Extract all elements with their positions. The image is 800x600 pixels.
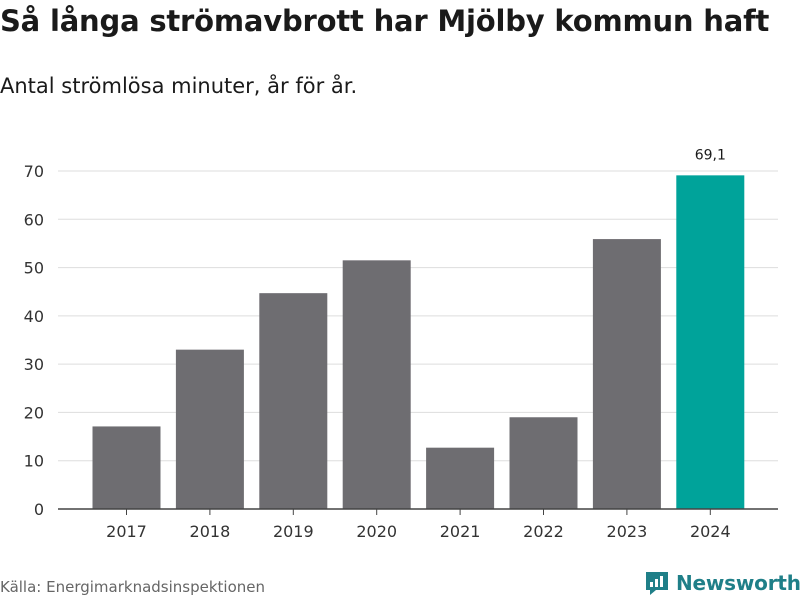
x-axis-ticks: 2017 2018 2019 2020 2021 2022 2023 2024 (106, 509, 731, 541)
bar-2024 (676, 175, 745, 510)
bar-2017 (92, 426, 161, 509)
x-tick-2020: 2020 (356, 522, 397, 541)
x-tick-2022: 2022 (523, 522, 564, 541)
chart-title: Så långa strömavbrott har Mjölby kommun … (0, 4, 770, 38)
brand-name: Newsworthy (676, 571, 800, 595)
gridlines (58, 170, 778, 462)
y-tick-40: 40 (24, 307, 44, 326)
x-tick-2019: 2019 (273, 522, 314, 541)
y-tick-50: 50 (24, 259, 44, 278)
highlight-value-label: 69,1 (695, 147, 726, 163)
brand-logo: Newsworthy (644, 570, 800, 596)
x-tick-2017: 2017 (106, 522, 147, 541)
bar-2023 (592, 239, 661, 509)
x-tick-2023: 2023 (607, 522, 648, 541)
chart-subtitle: Antal strömlösa minuter, år för år. (0, 74, 358, 98)
source-note: Källa: Energimarknadsinspektionen (0, 578, 266, 596)
y-tick-10: 10 (24, 452, 44, 471)
y-tick-70: 70 (24, 162, 44, 181)
y-tick-0: 0 (34, 500, 44, 519)
newsworthy-logo-icon (646, 572, 668, 595)
bar-2018 (175, 349, 244, 509)
bar-2019 (259, 293, 328, 509)
x-tick-2021: 2021 (440, 522, 481, 541)
bar-2021 (426, 447, 495, 509)
x-tick-2018: 2018 (190, 522, 231, 541)
y-tick-60: 60 (24, 210, 44, 229)
bar-2022 (509, 417, 578, 509)
y-tick-20: 20 (24, 403, 44, 422)
x-tick-2024: 2024 (690, 522, 731, 541)
bar-2020 (342, 260, 411, 509)
y-axis-ticks: 0 10 20 30 40 50 60 70 (24, 162, 44, 519)
bars (92, 175, 745, 510)
y-tick-30: 30 (24, 355, 44, 374)
